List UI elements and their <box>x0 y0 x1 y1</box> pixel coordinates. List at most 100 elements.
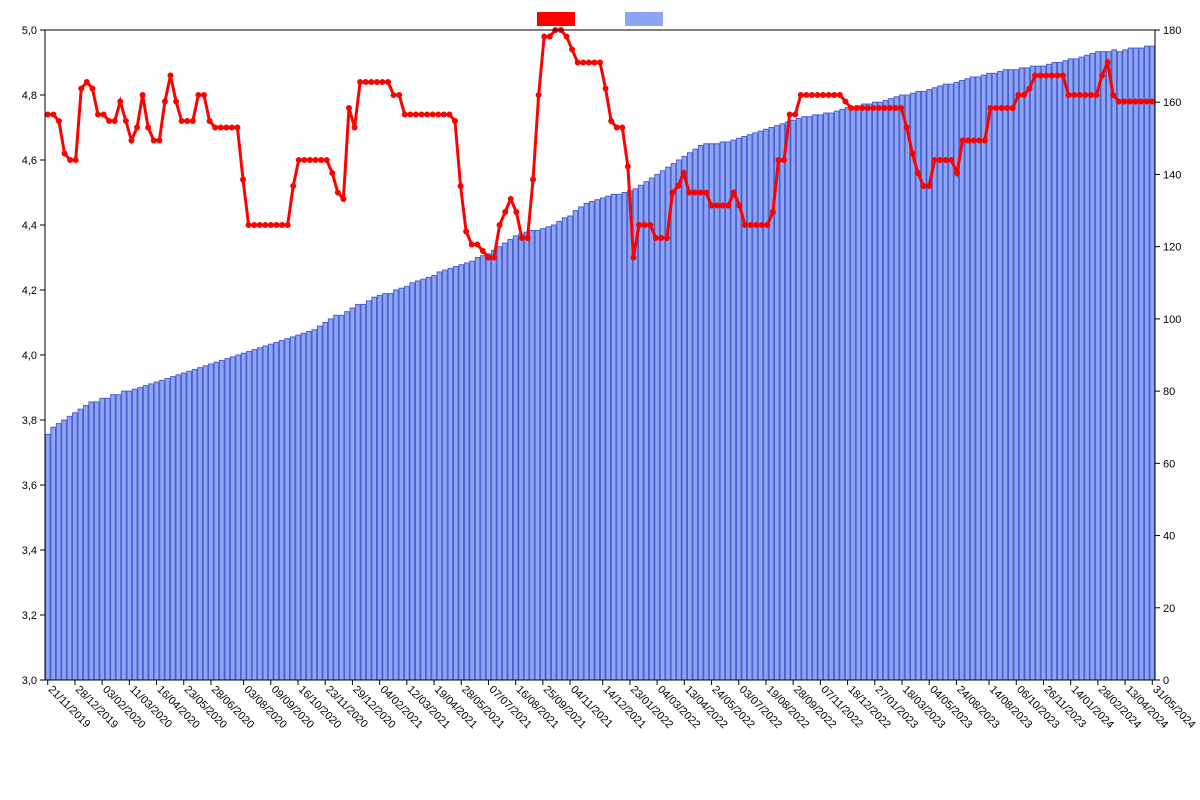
bar <box>459 265 464 680</box>
legend-swatch <box>625 12 663 26</box>
bar <box>872 102 877 680</box>
bar <box>1123 50 1128 680</box>
bar <box>611 194 616 680</box>
bar <box>328 319 333 680</box>
bar <box>568 216 573 680</box>
bar <box>203 366 208 680</box>
bar <box>813 115 818 680</box>
bar <box>965 79 970 680</box>
ytick-right-label: 80 <box>1163 386 1175 398</box>
bar <box>573 211 578 680</box>
bar <box>541 229 546 680</box>
bar <box>394 290 399 680</box>
bar <box>1009 70 1014 680</box>
bar <box>1150 46 1155 680</box>
bar <box>143 386 148 680</box>
bar <box>377 295 382 680</box>
bar <box>862 104 867 680</box>
bar <box>220 360 225 680</box>
bar <box>878 102 883 680</box>
ytick-right-label: 140 <box>1163 169 1181 181</box>
bar <box>796 118 801 680</box>
bar <box>317 326 322 680</box>
bar <box>192 369 197 680</box>
bar <box>1074 59 1079 680</box>
bar <box>122 391 127 680</box>
bar <box>649 178 654 680</box>
bar <box>247 351 252 680</box>
bar <box>1090 53 1095 680</box>
bar <box>557 221 562 680</box>
bar <box>818 115 823 680</box>
bar <box>383 294 388 680</box>
bar <box>448 268 453 680</box>
ytick-right-label: 160 <box>1163 97 1181 109</box>
bar <box>230 357 235 680</box>
bar <box>1079 57 1084 680</box>
bar <box>867 104 872 680</box>
bar <box>181 373 186 680</box>
bar <box>437 272 442 680</box>
ytick-right-label: 100 <box>1163 314 1181 326</box>
ytick-left-label: 4,4 <box>22 220 37 232</box>
bar <box>1134 48 1139 680</box>
bar <box>470 261 475 680</box>
bar <box>1052 63 1057 681</box>
bar <box>824 113 829 680</box>
bar <box>443 270 448 680</box>
bar <box>73 413 78 680</box>
ytick-left-label: 3,0 <box>22 675 37 687</box>
bar <box>508 239 513 680</box>
bar <box>731 140 736 680</box>
bar <box>1019 68 1024 680</box>
bar <box>481 256 486 680</box>
bar <box>639 185 644 680</box>
bar <box>595 200 600 680</box>
bar <box>715 144 720 680</box>
bar <box>1096 52 1101 680</box>
bar <box>1117 52 1122 680</box>
bar <box>720 142 725 680</box>
bar <box>524 232 529 680</box>
bar <box>372 297 377 680</box>
bar <box>704 144 709 680</box>
bar <box>1101 52 1106 680</box>
bar <box>970 77 975 680</box>
bar <box>622 193 627 681</box>
bar <box>214 362 219 680</box>
ytick-right-label: 180 <box>1163 25 1181 37</box>
bar <box>992 73 997 680</box>
bar <box>1068 59 1073 680</box>
bar <box>51 427 56 680</box>
bar <box>94 402 99 680</box>
bar <box>530 230 535 680</box>
bar <box>67 416 72 680</box>
bar <box>535 230 540 680</box>
bar <box>960 81 965 680</box>
bar <box>600 198 605 680</box>
bar <box>356 304 361 680</box>
ytick-right-label: 60 <box>1163 458 1175 470</box>
ytick-right-label: 20 <box>1163 603 1175 615</box>
bar <box>791 120 796 680</box>
bar <box>834 111 839 680</box>
bar <box>1025 68 1030 680</box>
bar <box>976 77 981 680</box>
bar <box>269 344 274 680</box>
bar <box>840 109 845 680</box>
bar <box>56 424 61 680</box>
bar <box>116 395 121 680</box>
bar <box>361 304 366 680</box>
bar <box>628 191 633 680</box>
bar <box>845 108 850 680</box>
bar <box>851 108 856 680</box>
bar <box>171 377 176 680</box>
bar <box>160 380 165 680</box>
bar <box>279 341 284 680</box>
bar <box>677 160 682 680</box>
bar <box>127 391 132 680</box>
bar <box>807 117 812 680</box>
bar <box>290 337 295 680</box>
bar <box>475 258 480 681</box>
bar <box>911 93 916 680</box>
